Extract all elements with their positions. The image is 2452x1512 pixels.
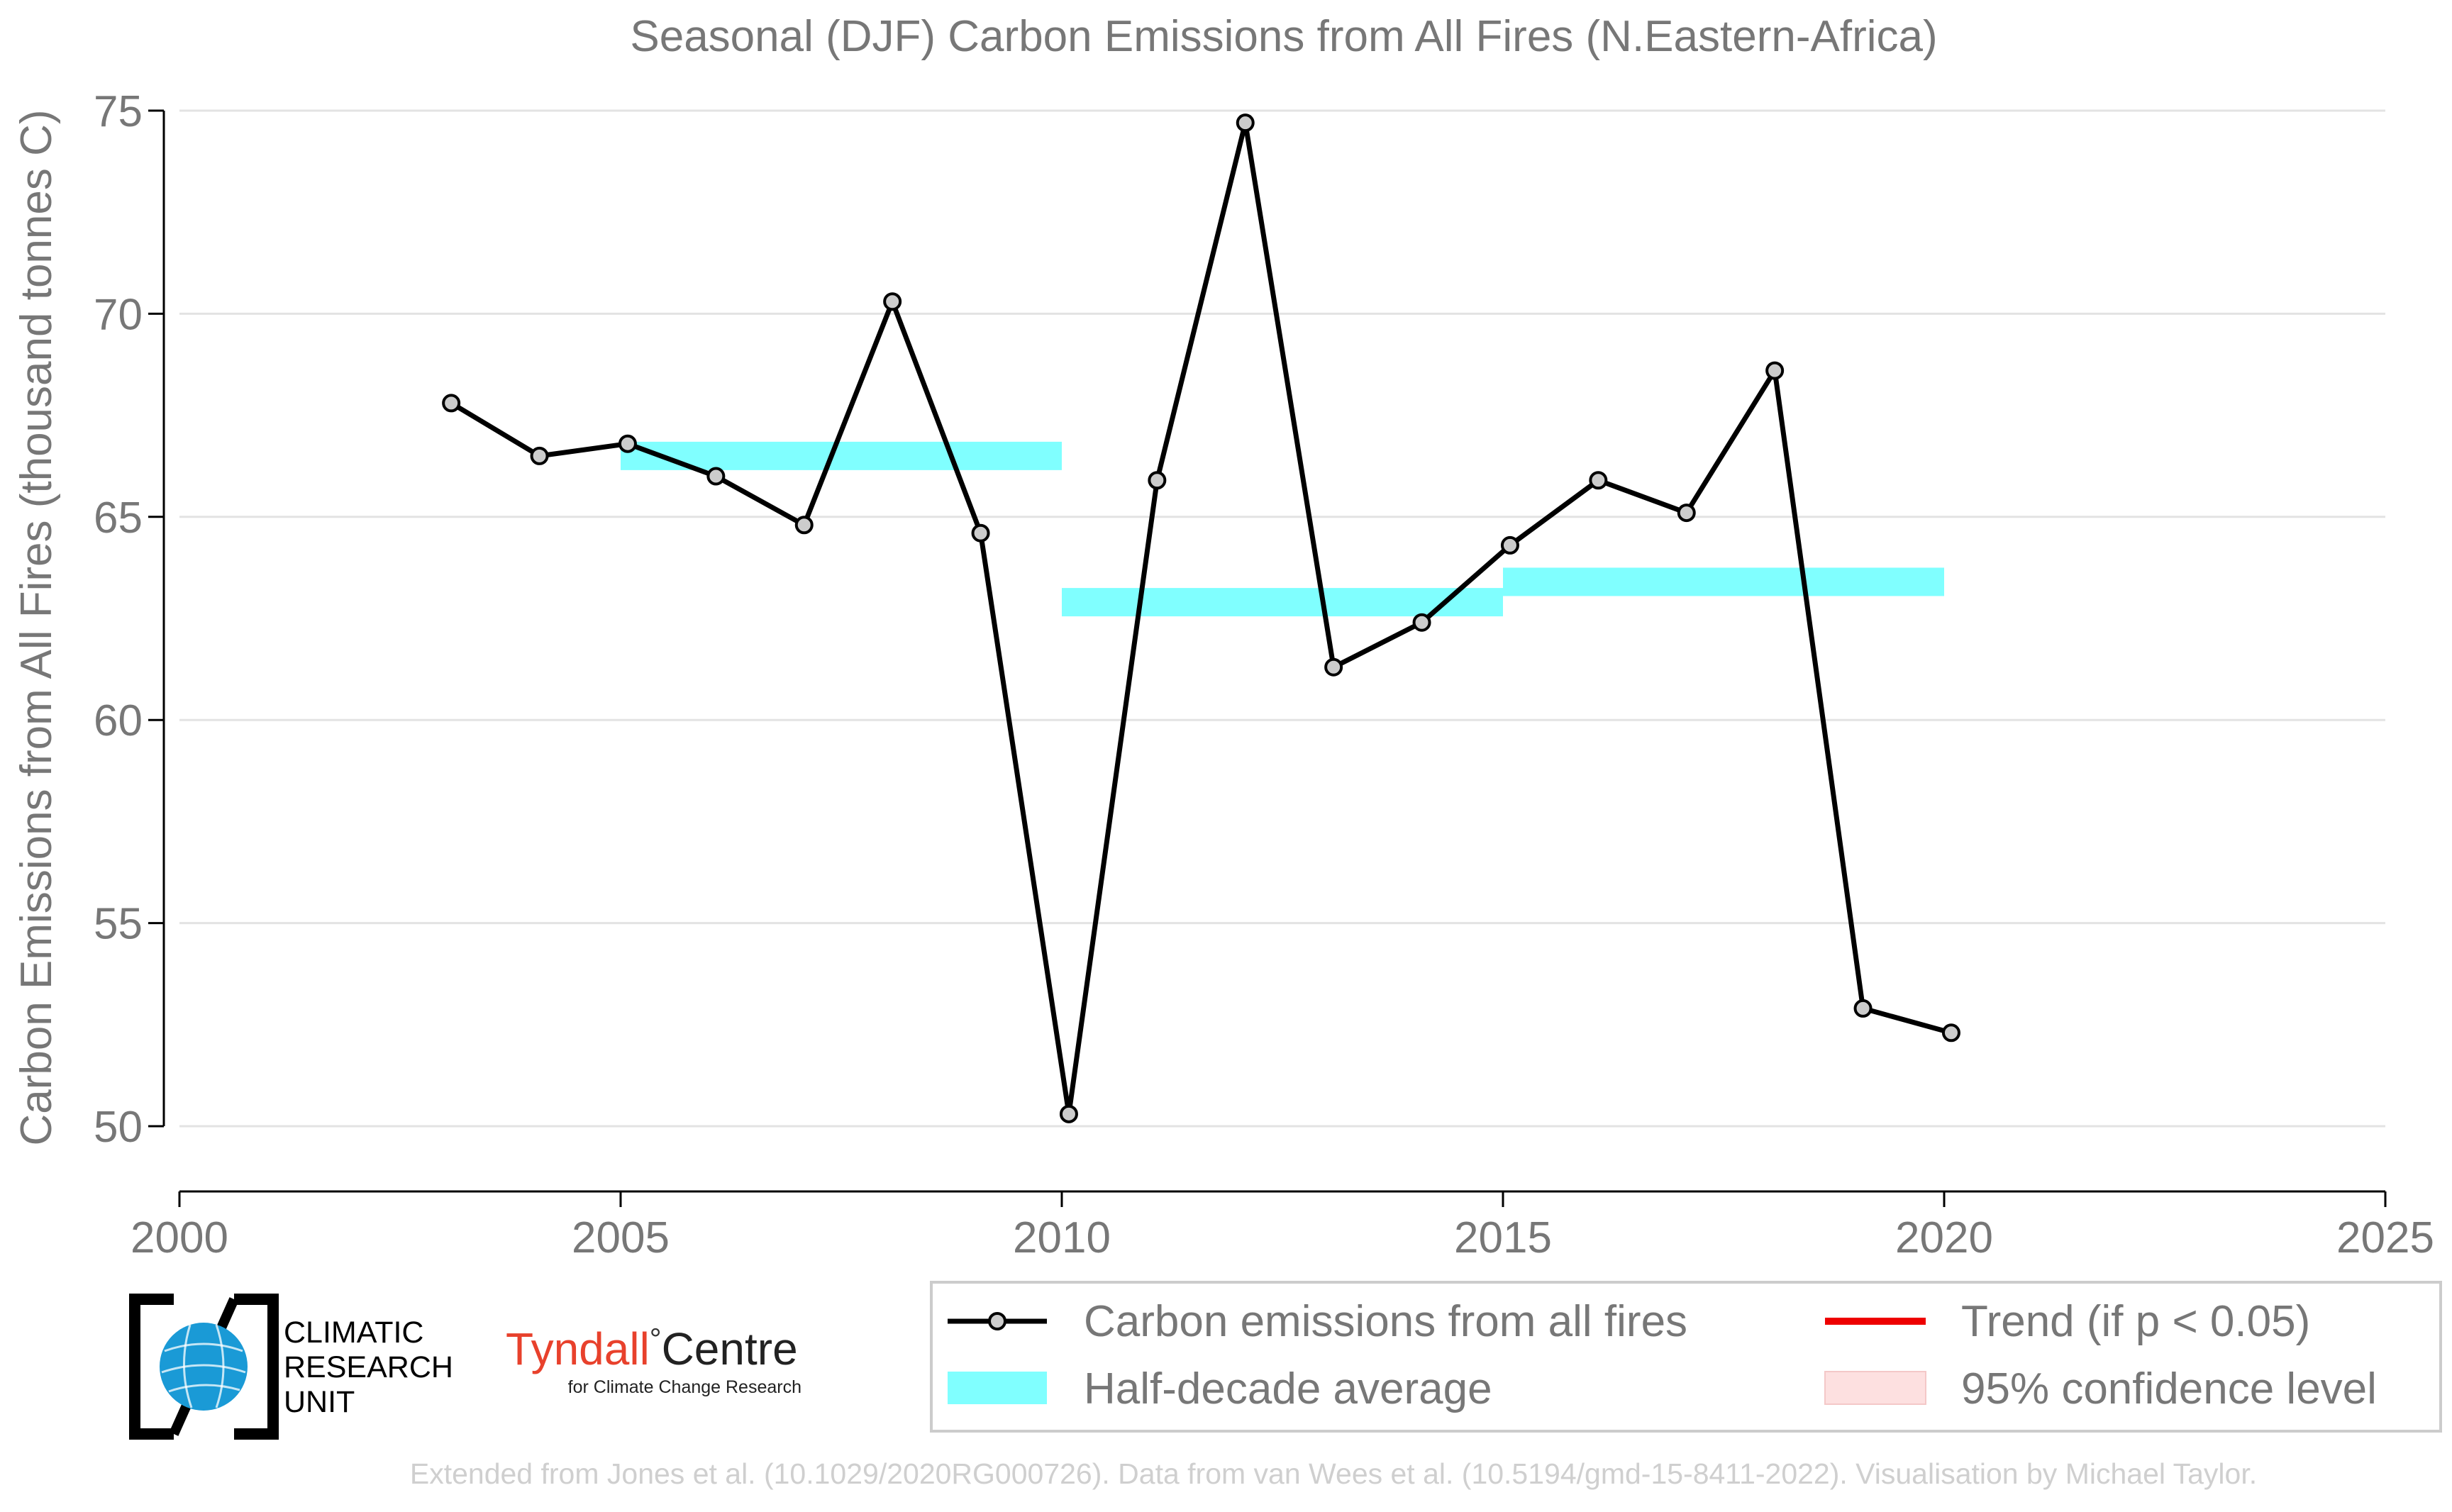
legend-frame — [930, 1281, 2442, 1433]
data-point — [1589, 471, 1608, 490]
y-tick-label: 55 — [94, 900, 143, 949]
data-point — [1148, 471, 1167, 490]
cru-logo: CLIMATIC RESEARCH UNIT — [129, 1294, 453, 1440]
chart-title: Seasonal (DJF) Carbon Emissions from All… — [630, 12, 1937, 61]
y-tick-label: 65 — [94, 494, 143, 543]
half-decade-bar — [1503, 567, 1944, 596]
series-line-group — [442, 113, 1960, 1123]
half-decade-bar — [1062, 588, 1503, 617]
data-point — [1324, 657, 1343, 677]
axes: 50 55 60 65 70 75 2000 2005 2010 2015 2020 2025 — [94, 87, 2434, 1262]
legend-label-half-decade: Half-decade average — [1084, 1364, 1492, 1413]
data-point — [1500, 535, 1519, 555]
svg-text:Tyndall°Centre: Tyndall°Centre — [506, 1322, 798, 1374]
y-tick-label: 60 — [94, 696, 143, 745]
data-point — [1412, 613, 1431, 632]
legend-label-confidence: 95% confidence level — [1961, 1364, 2377, 1413]
legend-swatch-confidence — [1824, 1371, 1926, 1405]
tyndall-logo-centre: Centre — [662, 1323, 798, 1374]
footer-credit: Extended from Jones et al. (10.1029/2020… — [410, 1457, 2257, 1490]
cru-logo-line-1: CLIMATIC — [284, 1316, 424, 1350]
x-tick-label: 2000 — [131, 1213, 228, 1262]
y-tick-label: 70 — [94, 290, 143, 339]
half-decade-bands — [621, 441, 1944, 617]
cru-logo-line-3: UNIT — [284, 1385, 355, 1419]
data-point — [883, 292, 902, 311]
legend: Carbon emissions from all fires Trend (i… — [930, 1281, 2442, 1433]
tyndall-logo-degree: ° — [650, 1322, 662, 1355]
legend-label-emissions: Carbon emissions from all fires — [1084, 1297, 1687, 1346]
x-tick-label: 2025 — [2336, 1213, 2434, 1262]
half-decade-bar — [621, 441, 1062, 470]
data-point — [1765, 361, 1785, 380]
data-point — [1677, 504, 1696, 523]
legend-swatch-emissions — [948, 1312, 1047, 1330]
data-point — [530, 446, 549, 465]
series-line — [450, 120, 1952, 1117]
tyndall-logo: Tyndall°Centre for Climate Change Resear… — [506, 1322, 801, 1397]
legend-label-trend: Trend (if p < 0.05) — [1961, 1297, 2310, 1346]
x-tick-label: 2005 — [572, 1213, 670, 1262]
tyndall-logo-subtitle: for Climate Change Research — [568, 1377, 801, 1397]
data-point — [1059, 1104, 1078, 1123]
y-axis-label: Carbon Emissions from All Fires (thousan… — [12, 109, 61, 1145]
legend-swatch-half-decade — [948, 1372, 1047, 1404]
y-tick-label: 50 — [94, 1103, 143, 1152]
x-tick-label: 2015 — [1454, 1213, 1552, 1262]
data-point — [1941, 1023, 1960, 1043]
data-point — [618, 434, 637, 453]
data-point — [794, 516, 814, 535]
globe-icon — [160, 1323, 248, 1411]
data-point — [1853, 999, 1873, 1018]
data-point — [971, 523, 990, 543]
cru-logo-line-2: RESEARCH — [284, 1350, 453, 1384]
grid-lines — [179, 109, 2385, 1128]
tyndall-logo-main: Tyndall — [506, 1323, 650, 1374]
x-tick-label: 2010 — [1013, 1213, 1111, 1262]
data-point — [706, 467, 726, 486]
x-tick-label: 2020 — [1895, 1213, 1993, 1262]
y-tick-label: 75 — [94, 87, 143, 136]
data-point — [1236, 113, 1255, 133]
data-point — [442, 394, 461, 413]
